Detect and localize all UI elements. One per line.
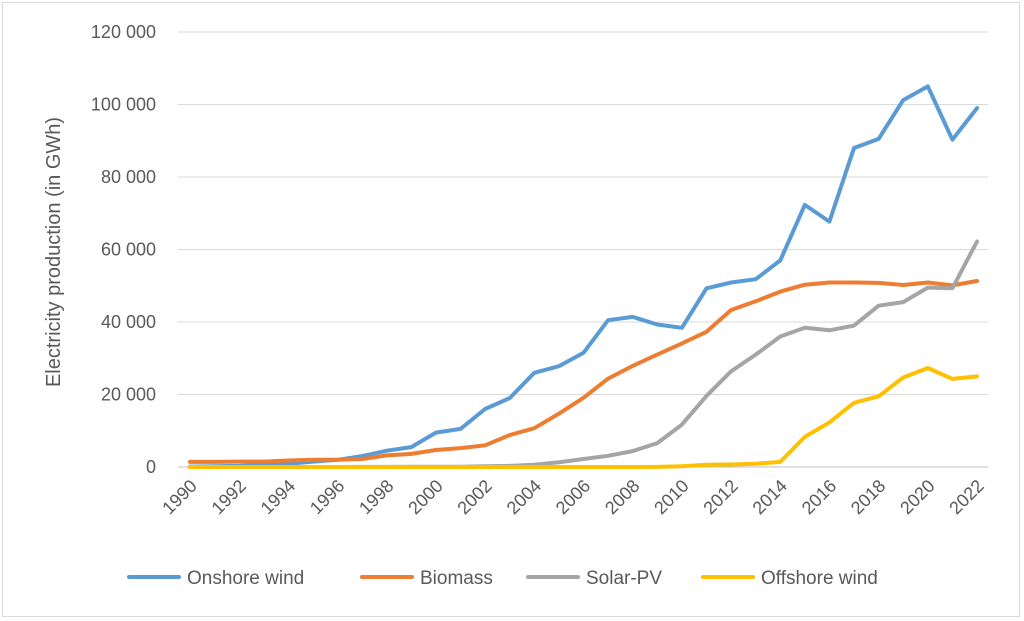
y-tick-label: 20 000 bbox=[101, 385, 156, 405]
y-tick-label: 100 000 bbox=[91, 95, 156, 115]
series-line-onshore-wind bbox=[188, 84, 979, 469]
x-tick-label: 1992 bbox=[208, 476, 250, 518]
x-tick-label: 2016 bbox=[798, 476, 840, 518]
x-axis-ticks: 1990 1992 1994 1996 1998 2000 2002 2004 2006 2008… bbox=[158, 476, 987, 518]
x-tick-label: 2006 bbox=[552, 476, 594, 518]
x-tick-label: 2000 bbox=[404, 476, 446, 518]
y-tick-label: 80 000 bbox=[101, 167, 156, 187]
y-axis-title: Electricity production (in GWh) bbox=[43, 117, 65, 387]
y-tick-label: 60 000 bbox=[101, 240, 156, 260]
x-tick-label: 2012 bbox=[699, 476, 741, 518]
y-tick-label: 40 000 bbox=[101, 312, 156, 332]
legend-label-onshore-wind: Onshore wind bbox=[187, 568, 304, 589]
legend: Onshore wind Biomass Solar-PV Offshore wind bbox=[127, 568, 878, 589]
y-tick-label: 0 bbox=[146, 457, 156, 477]
x-tick-label: 2002 bbox=[453, 476, 495, 518]
x-tick-label: 2014 bbox=[749, 476, 791, 518]
y-tick-label: 120 000 bbox=[91, 22, 156, 42]
legend-label-biomass: Biomass bbox=[420, 568, 493, 589]
series-lines bbox=[188, 84, 979, 469]
x-tick-label: 2022 bbox=[945, 476, 987, 518]
x-tick-label: 1990 bbox=[158, 476, 200, 518]
x-tick-label: 1994 bbox=[257, 476, 299, 518]
x-tick-label: 1996 bbox=[306, 476, 348, 518]
series-line-biomass bbox=[188, 279, 979, 464]
x-tick-label: 1998 bbox=[355, 476, 397, 518]
legend-label-solar-pv: Solar-PV bbox=[586, 568, 662, 589]
gridlines bbox=[178, 31, 988, 468]
x-tick-label: 2020 bbox=[896, 476, 938, 518]
x-tick-label: 2008 bbox=[601, 476, 643, 518]
legend-label-offshore-wind: Offshore wind bbox=[761, 568, 878, 589]
x-tick-label: 2004 bbox=[503, 476, 545, 518]
x-tick-label: 2010 bbox=[650, 476, 692, 518]
x-tick-label: 2018 bbox=[847, 476, 889, 518]
series-line-offshore-wind bbox=[188, 366, 979, 469]
y-axis-ticks: 0 20 000 40 000 60 000 80 000 100 000 120 000 bbox=[91, 22, 156, 477]
